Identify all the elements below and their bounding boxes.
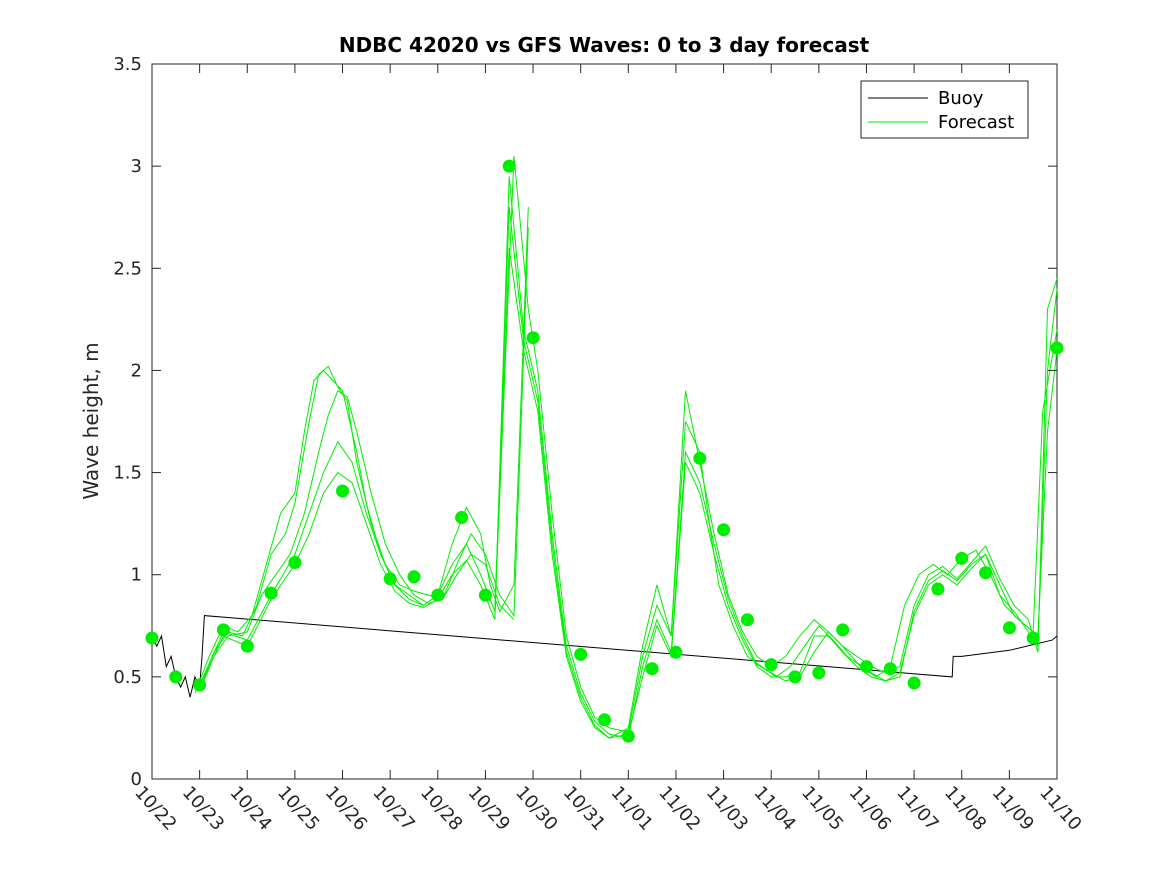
- forecast-marker: [860, 660, 873, 674]
- buoy-line: [151, 615, 1058, 698]
- buoy-series: [151, 615, 1058, 698]
- y-tick-label: 3.5: [113, 54, 142, 75]
- forecast-marker: [717, 523, 731, 537]
- forecast-run-line: [494, 247, 1058, 739]
- forecast-run-line: [199, 227, 529, 688]
- forecast-markers: [145, 159, 1064, 743]
- forecast-marker: [169, 670, 183, 684]
- forecast-marker: [455, 511, 469, 524]
- forecast-marker: [740, 613, 754, 627]
- forecast-marker: [574, 647, 588, 661]
- forecast-marker: [598, 713, 611, 727]
- forecast-marker: [931, 582, 945, 596]
- forecast-marker: [145, 631, 159, 645]
- forecast-run-line: [494, 206, 1058, 739]
- forecast-marker: [645, 662, 659, 676]
- forecast-marker: [383, 572, 397, 586]
- axes-box: [151, 63, 1058, 780]
- y-axis-label: Wave height, m: [79, 342, 103, 499]
- forecast-marker: [264, 586, 278, 600]
- forecast-marker: [1026, 631, 1040, 645]
- forecast-marker: [336, 484, 349, 498]
- y-tick-label: 1: [131, 565, 142, 586]
- legend-forecast-label: Forecast: [938, 112, 1014, 133]
- forecast-marker: [979, 566, 993, 580]
- forecast-run-line: [194, 206, 529, 694]
- forecast-marker: [502, 159, 516, 173]
- forecast-marker: [955, 551, 969, 565]
- y-axis: 0 0.5 1 1.5 2 2.5 3 3.5: [113, 54, 1057, 790]
- legend-buoy-label: Buoy: [938, 88, 984, 109]
- y-tick-label: 2: [131, 360, 142, 381]
- forecast-marker: [216, 623, 230, 637]
- chart-title: NDBC 42020 vs GFS Waves: 0 to 3 day fore…: [339, 33, 870, 57]
- forecast-marker: [693, 451, 707, 465]
- forecast-marker: [1050, 341, 1064, 355]
- y-tick-label: 2.5: [113, 258, 142, 279]
- forecast-marker: [431, 588, 445, 602]
- forecast-run-line: [199, 176, 1058, 739]
- y-tick-label: 0: [131, 769, 142, 790]
- forecast-run-line: [199, 390, 515, 692]
- forecast-marker: [1002, 621, 1016, 635]
- forecast-marker: [240, 639, 254, 653]
- forecast-marker: [621, 729, 635, 743]
- forecast-marker: [193, 678, 207, 692]
- legend: Buoy Forecast: [860, 80, 1029, 139]
- forecast-marker: [788, 670, 802, 684]
- forecast-marker: [526, 331, 540, 345]
- plot-area: 00.511.522.533.5 10/2210/2310/2410/2510/…: [113, 54, 1085, 835]
- forecast-marker: [407, 570, 421, 584]
- forecast-marker: [883, 662, 897, 676]
- forecast-marker: [812, 666, 826, 680]
- legend-box: [860, 80, 1029, 139]
- forecast-marker: [764, 658, 778, 672]
- forecast-marker: [836, 623, 850, 637]
- forecast-series: [194, 155, 1058, 739]
- y-tick-label: 3: [131, 156, 142, 177]
- forecast-marker: [478, 588, 492, 602]
- forecast-marker: [669, 645, 683, 659]
- forecast-marker: [288, 556, 302, 569]
- forecast-marker: [907, 676, 921, 690]
- y-tick-label: 0.5: [113, 667, 142, 688]
- forecast-run-line: [199, 155, 1058, 733]
- y-tick-label: 1.5: [113, 463, 142, 484]
